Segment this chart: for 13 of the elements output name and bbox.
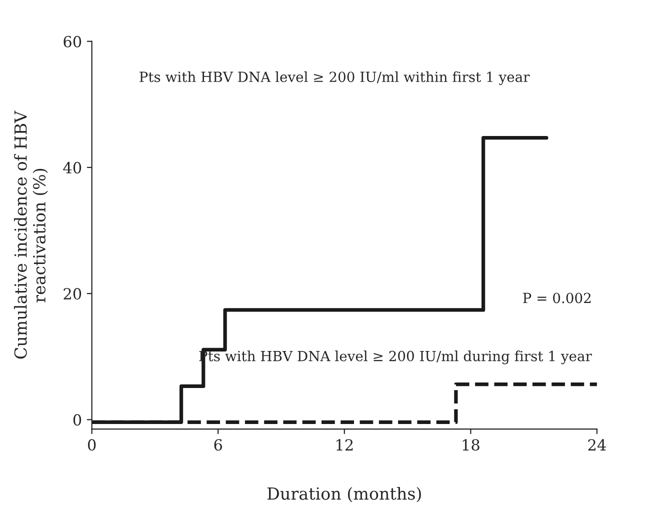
annotation: P = 0.002 <box>523 292 591 304</box>
x-axis-title: Duration (months) <box>267 486 421 502</box>
y-tick-label: 0 <box>73 414 82 426</box>
annotation: Pts with HBV DNA level ≥ 200 IU/ml within first 1 year <box>140 71 530 86</box>
x-tick-label: 6 <box>214 439 222 451</box>
y-tick-label: 40 <box>63 162 82 174</box>
x-tick-label: 12 <box>336 439 353 450</box>
x-tick-label: 24 <box>588 439 606 450</box>
y-tick-label: 60 <box>64 36 82 48</box>
y-axis-title: Cumulative incidence of HBV reactivation (%) <box>14 110 48 359</box>
x-tick-label: 0 <box>88 439 96 451</box>
x-tick-label: 18 <box>462 439 480 451</box>
y-tick-label: 20 <box>64 288 82 300</box>
